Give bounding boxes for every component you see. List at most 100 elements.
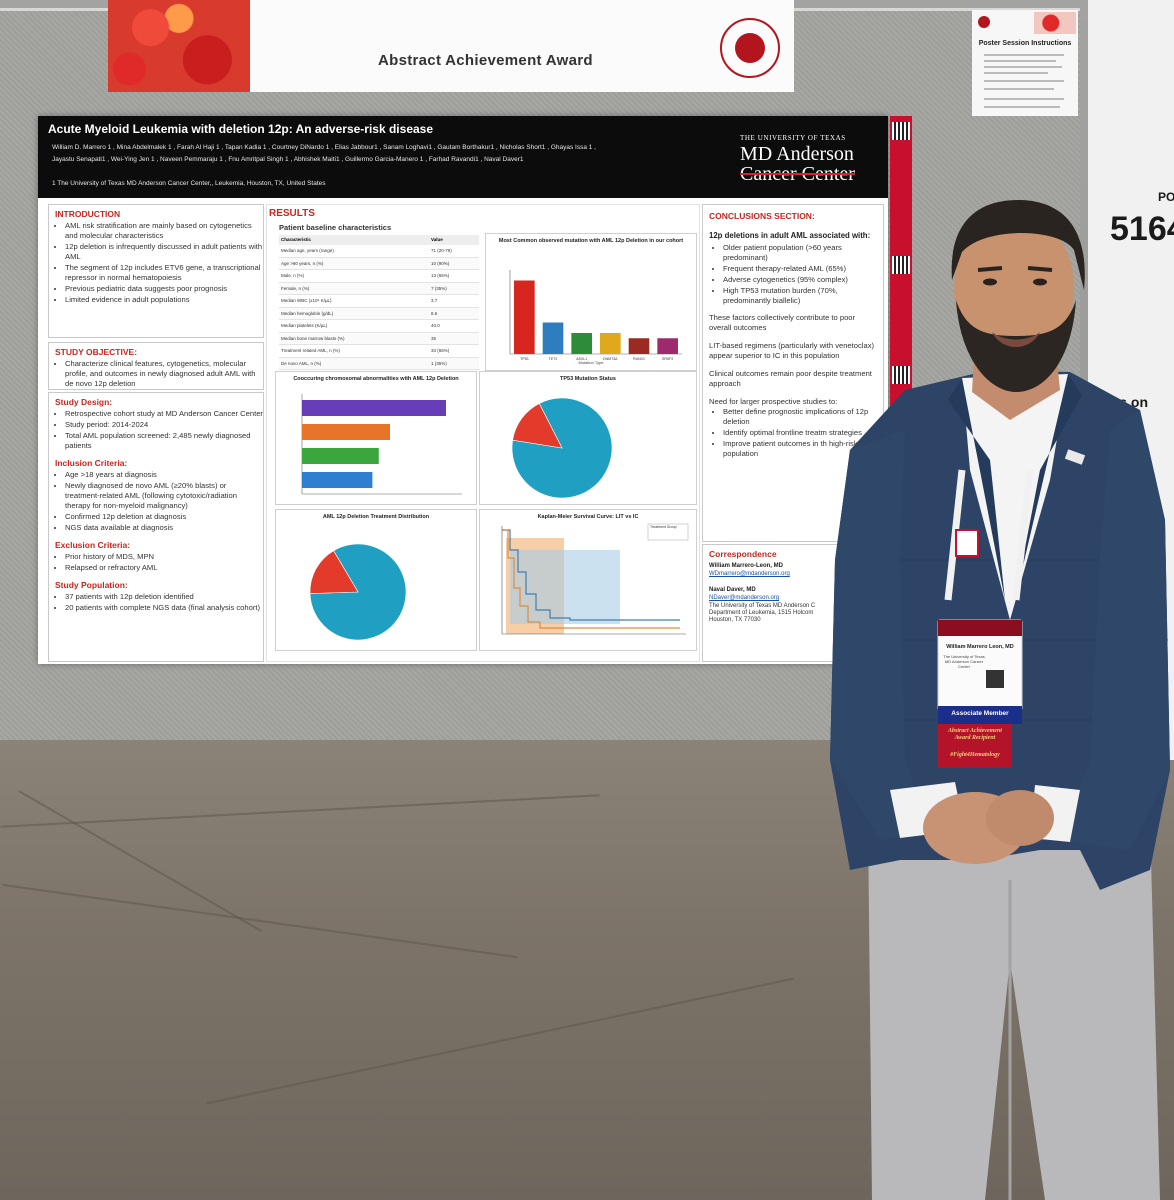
conclusions-list-2: Better define prognostic implications of… xyxy=(703,407,883,459)
objective-heading: STUDY OBJECTIVE: xyxy=(55,347,138,357)
table-cell-label: Male, n (%) xyxy=(281,273,305,278)
adjacent-label: PO xyxy=(1158,190,1174,204)
bar-RUNX1 xyxy=(628,338,650,354)
contact-email-2[interactable]: NDaver@mdanderson.org xyxy=(709,595,780,601)
table-cell-value: 71 (20-79) xyxy=(431,248,452,253)
table-header-row: Characteristic Value xyxy=(279,235,479,245)
intro-list: AML risk stratification are mainly based… xyxy=(49,221,263,305)
qr-code-icon xyxy=(892,122,910,140)
baseline-heading: Patient baseline characteristics xyxy=(279,223,392,232)
badge-member-level: Associate Member xyxy=(951,710,1009,717)
objective-section: STUDY OBJECTIVE: Characterize clinical f… xyxy=(48,342,264,390)
intro-heading: INTRODUCTION xyxy=(55,209,121,219)
design-heading: Study Design: xyxy=(55,397,113,407)
bar-DNMT3A xyxy=(600,333,621,354)
award-banner: Abstract Achievement Award xyxy=(108,0,794,92)
treatment-pie-chart xyxy=(309,543,407,641)
table-row: Median bone marrow blasts (%) 35 xyxy=(279,332,479,345)
table-cell-value: 33 (65%) xyxy=(431,348,450,353)
table-cell-label: Age >60 years, n (%) xyxy=(281,260,324,266)
objective-list: Characterize clinical features, cytogene… xyxy=(49,359,263,389)
table-cell-label: Median WBC (x10⁹ K/µL) xyxy=(281,298,332,303)
table-row: Median WBC (x10⁹ K/µL) 3.7 xyxy=(279,295,479,308)
pie-slice-1 xyxy=(512,403,563,449)
tp53-chart-title: TP53 Mutation Status xyxy=(560,376,616,382)
badge-name: William Marrero Leon, MD xyxy=(946,644,1014,650)
hbar-1 xyxy=(302,424,390,440)
intro-section: INTRODUCTION AML risk stratification are… xyxy=(48,204,264,338)
results-section: RESULTS Patient baseline characteristics… xyxy=(266,204,700,662)
bar-SRSF2 xyxy=(657,338,678,354)
exclusion-list: Prior history of MDS, MPN Relapsed or re… xyxy=(49,552,263,573)
research-poster: Acute Myeloid Leukemia with deletion 12p… xyxy=(38,116,888,664)
km-line-lit xyxy=(502,529,680,621)
table-cell-value: 8.6 xyxy=(431,310,438,316)
qr-code-icon xyxy=(892,256,910,274)
table-row: Female, n (%) 7 (35%) xyxy=(279,282,479,295)
mutation-chart-title: Most Common observed mutation with AML 1… xyxy=(498,238,684,244)
conclusions-heading: CONCLUSIONS SECTION: xyxy=(709,211,815,221)
table-cell-label: Median bone marrow blasts (%) xyxy=(281,335,345,341)
cooccurring-chart-panel: Cooccuring chromosomal abnormalities wit… xyxy=(275,371,477,505)
ash-side-strip xyxy=(890,116,912,416)
tp53-chart-panel: TP53 Mutation Status xyxy=(479,371,697,505)
contact-address-3: Houston, TX 77030 xyxy=(709,617,761,623)
table-cell-label: Median hemoglobin (g/dL) xyxy=(281,310,334,316)
table-cell-value: 13 (65%) xyxy=(431,273,450,278)
mda-logo-small: THE UNIVERSITY OF TEXAS xyxy=(740,134,846,142)
tick-DNMT3A: DNMT3A xyxy=(603,357,618,361)
conclusions-lead: 12p deletions in adult AML associated wi… xyxy=(709,231,871,240)
contact-address-2: Department of Leukemia, 1515 Holcom xyxy=(709,610,814,616)
face xyxy=(954,212,1074,364)
treatment-chart-panel: AML 12p Deletion Treatment Distribution xyxy=(275,509,477,651)
table-row: Median hemoglobin (g/dL) 8.6 xyxy=(279,307,479,320)
conclusion-paragraph-3: Clinical outcomes remain poor despite tr… xyxy=(709,369,872,388)
poster-authors: William D. Marrero 1 , Mina Abdelmalek 1… xyxy=(52,142,752,166)
population-heading: Study Population: xyxy=(55,580,128,590)
conclusion-paragraph-1: These factors collectively contribute to… xyxy=(709,313,856,332)
poster-title: Acute Myeloid Leukemia with deletion 12p… xyxy=(48,122,434,136)
tp53-pie-chart xyxy=(511,397,613,499)
bar-TP53 xyxy=(514,280,535,354)
table-row: Median age, years (range) 71 (20-79) xyxy=(279,245,479,258)
pie-slice-1 xyxy=(309,550,359,594)
design-list: Retrospective cohort study at MD Anderso… xyxy=(49,409,263,451)
table-header-characteristic: Characteristic xyxy=(281,237,312,242)
mda-logo-line-2: Cancer Center xyxy=(740,163,855,185)
authors-line-2: Jayastu Senapati1 , Wei-Ying Jen 1 , Nav… xyxy=(52,156,524,163)
ribbon-award-text: Abstract Achievement Award Recipient xyxy=(948,728,1002,741)
poster-affiliation: 1 The University of Texas MD Anderson Ca… xyxy=(52,180,326,187)
treatment-chart-title: AML 12p Deletion Treatment Distribution xyxy=(322,514,430,520)
table-cell-label: Median platelets (K/µL) xyxy=(281,323,328,328)
ribbon-hashtag: #Fight4Hematology xyxy=(950,752,1000,758)
lanyard-right xyxy=(1012,469,1034,601)
conclusions-list: Older patient population (>60 years pred… xyxy=(703,243,883,306)
tick-SRSF2: SRSF2 xyxy=(662,357,673,361)
contact-name-2: Naval Daver, MD xyxy=(709,587,756,593)
inclusion-heading: Inclusion Criteria: xyxy=(55,458,128,468)
adjacent-poster-number: 5164 xyxy=(1110,210,1174,248)
hbar-0 xyxy=(302,400,446,416)
badge-organization: The University of Texas MD Anderson Canc… xyxy=(943,654,985,669)
km-chart-title: Kaplan-Meier Survival Curve: LIT vs IC xyxy=(537,514,639,520)
table-row: Median platelets (K/µL) 40.0 xyxy=(279,320,479,333)
conclusion-paragraph-4: Need for larger prospective studies to: xyxy=(709,397,838,406)
contact-email-1[interactable]: WDmarrero@mdanderson.org xyxy=(709,571,790,577)
baseline-table-panel: Patient baseline characteristics Charact… xyxy=(275,221,481,370)
lapel-pin-icon xyxy=(1064,449,1086,465)
table-row: De novo AML, n (%) 1 (35%) xyxy=(279,357,479,370)
km-survival-curve xyxy=(501,523,689,635)
cooccurring-bar-chart xyxy=(301,394,462,495)
table-cell-value: 35 xyxy=(431,335,437,341)
results-heading: RESULTS xyxy=(269,208,315,219)
table-cell-value: 7 (35%) xyxy=(431,285,447,291)
hair xyxy=(951,200,1085,290)
km-chart-panel: Kaplan-Meier Survival Curve: LIT vs IC T… xyxy=(479,509,697,651)
tick-RUNX1: RUNX1 xyxy=(633,357,645,361)
inclusion-list: Age >18 years at diagnosis Newly diagnos… xyxy=(49,470,263,533)
conclusion-paragraph-2: LIT-based regimens (particularly with ve… xyxy=(709,341,875,360)
population-list: 37 patients with 12p deletion identified… xyxy=(49,592,263,613)
mutation-chart-panel: Most Common observed mutation with AML 1… xyxy=(485,233,697,371)
km-line-ic xyxy=(502,529,680,629)
poster-instructions-sheet: Poster Session Instructions xyxy=(972,10,1078,116)
